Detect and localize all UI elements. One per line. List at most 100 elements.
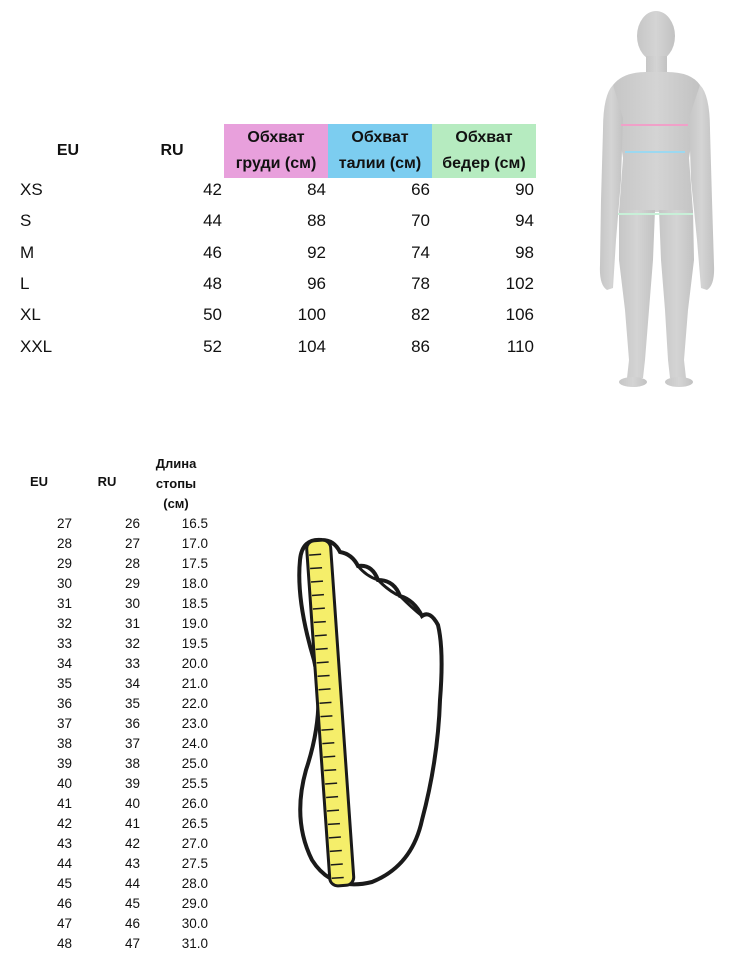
cell-waist: 66 xyxy=(411,180,430,199)
clothing-row: S 44 88 70 94 xyxy=(14,207,540,238)
cell-length: 21.0 xyxy=(181,676,208,691)
cell-eu: 39 xyxy=(56,756,72,771)
cell-length: 26.0 xyxy=(181,796,208,811)
cell-length: 24.0 xyxy=(181,736,208,751)
header-hips-line2: бедер (см) xyxy=(442,155,526,172)
shoe-row: 30 29 18.0 xyxy=(20,574,220,594)
shoe-row: 32 31 19.0 xyxy=(20,614,220,634)
clothing-row: L 48 96 78 102 xyxy=(14,270,540,301)
shoe-row: 28 27 17.0 xyxy=(20,534,220,554)
shoe-row: 41 40 26.0 xyxy=(20,794,220,814)
shoe-header-length-line3: (см) xyxy=(163,496,189,511)
cell-eu: 27 xyxy=(56,516,72,531)
clothing-row: XS 42 84 66 90 xyxy=(14,176,540,207)
shoe-row: 45 44 28.0 xyxy=(20,874,220,894)
cell-chest: 88 xyxy=(307,211,326,231)
shoe-row: 42 41 26.5 xyxy=(20,814,220,834)
header-ru: RU xyxy=(160,142,184,159)
cell-ru: 46 xyxy=(203,242,222,262)
cell-eu: 36 xyxy=(56,696,72,711)
shoe-row: 46 45 29.0 xyxy=(20,894,220,914)
shoe-row: 36 35 22.0 xyxy=(20,694,220,714)
header-hips-line1: Обхват xyxy=(455,129,513,146)
cell-ru: 38 xyxy=(124,756,140,771)
shoe-row: 38 37 24.0 xyxy=(20,734,220,754)
shoe-row: 43 42 27.0 xyxy=(20,834,220,854)
cell-eu: 40 xyxy=(56,776,72,791)
cell-size: L xyxy=(20,273,30,293)
cell-length: 27.5 xyxy=(181,856,208,871)
cell-hips: 94 xyxy=(515,211,534,231)
clothing-row: M 46 92 74 98 xyxy=(14,239,540,270)
cell-length: 20.0 xyxy=(181,656,208,671)
cell-ru: 48 xyxy=(203,273,222,293)
cell-length: 25.5 xyxy=(181,776,208,791)
cell-hips: 110 xyxy=(506,336,534,356)
header-chest-line2: груди (см) xyxy=(235,155,317,172)
cell-size: S xyxy=(20,211,32,231)
cell-waist: 78 xyxy=(411,273,430,293)
shoe-header-eu: EU xyxy=(29,474,49,489)
cell-ru: 39 xyxy=(124,776,140,791)
header-eu: EU xyxy=(56,142,80,159)
cell-waist: 70 xyxy=(411,211,430,231)
clothing-row: XXL 52 104 86 110 xyxy=(14,333,540,364)
cell-ru: 43 xyxy=(124,856,140,871)
cell-eu: 47 xyxy=(56,916,72,931)
cell-eu: 44 xyxy=(56,856,72,871)
cell-length: 23.0 xyxy=(181,716,208,731)
clothing-row: XL 50 100 82 106 xyxy=(14,301,540,332)
cell-length: 17.5 xyxy=(181,556,208,571)
cell-waist: 82 xyxy=(411,305,430,325)
shoe-row: 27 26 16.5 xyxy=(20,514,220,534)
cell-ru: 26 xyxy=(124,516,140,531)
header-waist-line1: Обхват xyxy=(351,129,409,146)
cell-eu: 34 xyxy=(56,656,72,671)
cell-ru: 40 xyxy=(124,796,140,811)
cell-ru: 47 xyxy=(124,936,140,951)
cell-eu: 31 xyxy=(56,596,72,611)
cell-hips: 102 xyxy=(505,273,534,293)
cell-length: 16.5 xyxy=(181,516,208,531)
cell-length: 17.0 xyxy=(181,536,208,551)
shoe-size-table: EU RU Длина стопы (см) 27 26 16.5 28 27 17.0 2… xyxy=(20,452,220,962)
cell-ru: 35 xyxy=(124,696,140,711)
shoe-row: 31 30 18.5 xyxy=(20,594,220,614)
cell-ru: 36 xyxy=(124,716,140,731)
shoe-header-length-line2: стопы xyxy=(155,476,197,491)
cell-eu: 41 xyxy=(56,796,72,811)
cell-chest: 96 xyxy=(307,273,326,293)
cell-size: XXL xyxy=(20,336,53,356)
cell-length: 19.0 xyxy=(181,616,208,631)
cell-eu: 43 xyxy=(56,836,72,851)
cell-ru: 31 xyxy=(124,616,140,631)
header-chest: Обхват груди (см) xyxy=(224,124,328,178)
cell-ru: 44 xyxy=(124,876,140,891)
cell-eu: 45 xyxy=(56,876,72,891)
shoe-row: 39 38 25.0 xyxy=(20,754,220,774)
cell-ru: 50 xyxy=(203,305,222,325)
cell-eu: 33 xyxy=(56,636,72,651)
cell-ru: 42 xyxy=(203,180,222,199)
cell-ru: 37 xyxy=(124,736,140,751)
cell-size: XS xyxy=(20,180,43,199)
cell-length: 27.0 xyxy=(181,836,208,851)
cell-eu: 46 xyxy=(56,896,72,911)
human-silhouette-icon xyxy=(583,0,733,400)
shoe-row: 48 47 31.0 xyxy=(20,934,220,954)
cell-ru: 28 xyxy=(124,556,140,571)
cell-eu: 35 xyxy=(56,676,72,691)
shoe-row: 29 28 17.5 xyxy=(20,554,220,574)
cell-length: 28.0 xyxy=(181,876,208,891)
shoe-row: 35 34 21.0 xyxy=(20,674,220,694)
header-chest-line1: Обхват xyxy=(247,129,305,146)
cell-ru: 44 xyxy=(203,211,222,231)
shoe-header-length-line1: Длина xyxy=(155,456,197,471)
header-waist: Обхват талии (см) xyxy=(328,124,432,178)
cell-hips: 106 xyxy=(505,305,534,325)
header-waist-line2: талии (см) xyxy=(338,155,422,172)
cell-ru: 52 xyxy=(203,336,222,356)
cell-ru: 34 xyxy=(124,676,140,691)
cell-waist: 74 xyxy=(411,242,430,262)
cell-ru: 45 xyxy=(124,896,140,911)
